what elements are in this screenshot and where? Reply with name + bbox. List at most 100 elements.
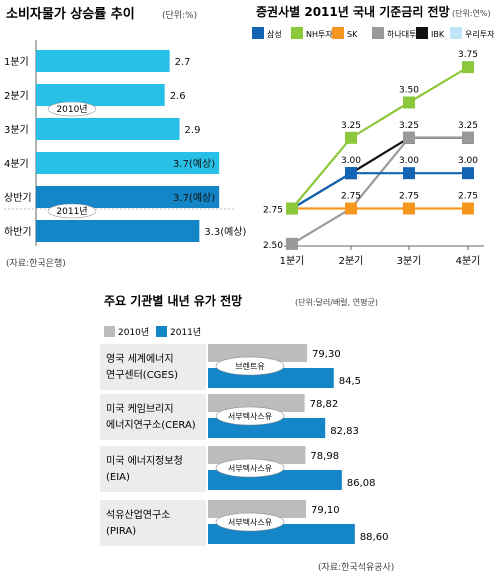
- cpi-bar: [36, 152, 220, 174]
- cpi-value-label: 3.3(예상): [204, 226, 246, 238]
- rate-value-label: 3.50: [399, 85, 419, 95]
- rate-value-label: 2.50: [263, 241, 283, 251]
- rate-x-tick-label: 1분기: [280, 255, 305, 267]
- legend-swatch: [332, 27, 344, 39]
- rate-point: [403, 167, 415, 180]
- group-label-bubble: [47, 101, 97, 117]
- rate-point: [462, 167, 474, 180]
- oil-price-chart: 주요 기관별 내년 유가 전망 (단위:달러/배럴, 연평균) 2010년 201…: [100, 293, 394, 573]
- legend-label: 삼성: [267, 29, 282, 39]
- cpi-bar: [36, 186, 220, 208]
- rate-point: [286, 237, 298, 250]
- cpi-chart-source: (자료:한국은행): [6, 257, 66, 269]
- cpi-chart: 소비자물가 상승률 추이 (단위:%) 1분기 2.7 2분기 2.6 3분기 2.9 4분…: [4, 6, 247, 269]
- cpi-bar: [36, 84, 165, 106]
- legend-label: NH투자: [306, 30, 333, 39]
- institution-name: (EIA): [106, 472, 130, 483]
- institution-name: 미국 케임브리지: [106, 402, 174, 415]
- cpi-bar: [36, 118, 180, 140]
- rate-point: [462, 131, 474, 144]
- legend-swatch: [291, 27, 303, 39]
- oil-type-bubble: [215, 406, 285, 426]
- oil-value-label: 84,5: [339, 376, 361, 387]
- rate-value-label: 3.25: [458, 121, 478, 131]
- oil-bar-2010: [208, 446, 306, 464]
- oil-chart-source: (자료:한국석유공사): [318, 562, 394, 573]
- cpi-category-label: 상반기: [4, 192, 32, 204]
- rate-chart-title: 증권사별 2011년 국내 기준금리 전망: [256, 4, 450, 19]
- cpi-bar: [36, 50, 170, 72]
- rate-value-label: 3.25: [399, 121, 419, 131]
- cpi-value-label: 3.7(예상): [173, 158, 215, 170]
- cpi-chart-unit: (단위:%): [162, 10, 197, 21]
- rate-value-label: 2.75: [263, 206, 283, 216]
- cpi-category-label: 하반기: [4, 225, 32, 238]
- rate-value-label: 3.00: [458, 156, 478, 166]
- rate-series-line: [291, 66, 469, 210]
- institution-name: 석유산업연구소: [106, 508, 170, 521]
- institution-box: [100, 394, 206, 440]
- cpi-category-label: 4분기: [4, 158, 29, 170]
- legend-label: 하나대투: [387, 29, 416, 39]
- cpi-category-label: 1분기: [4, 56, 29, 68]
- rate-point: [403, 202, 415, 215]
- rate-value-label: 3.00: [399, 156, 419, 166]
- oil-bar-2010: [208, 500, 307, 518]
- legend-swatch: [156, 326, 167, 337]
- legend-swatch: [372, 27, 384, 39]
- rate-point: [345, 131, 357, 144]
- oil-value-label: 88,60: [360, 532, 389, 543]
- rate-point: [345, 202, 357, 215]
- cpi-bar: [36, 220, 200, 242]
- oil-value-label: 82,83: [330, 426, 359, 437]
- rate-x-tick-label: 3분기: [397, 255, 422, 267]
- oil-bar-2010: [208, 394, 305, 412]
- oil-type-bubble: [215, 356, 285, 376]
- institution-name: 미국 에너지정보청: [106, 455, 183, 467]
- oil-type-label: 서부텍사스유: [228, 463, 272, 473]
- rate-point: [462, 202, 474, 215]
- rate-value-label: 2.75: [458, 192, 478, 202]
- cpi-value-label: 3.7(예상): [173, 192, 215, 204]
- legend-swatch: [450, 27, 462, 39]
- interest-rate-chart: 증권사별 2011년 국내 기준금리 전망 (단위:연%) 삼성 NH투자 SK 하나…: [252, 4, 495, 267]
- rate-point: [345, 167, 357, 180]
- cpi-group-label: 2010년: [56, 104, 87, 115]
- rate-value-label: 2.75: [399, 192, 419, 202]
- oil-value-label: 78,82: [310, 399, 339, 410]
- rate-value-label: 3.75: [458, 50, 478, 60]
- oil-chart-title: 주요 기관별 내년 유가 전망: [104, 293, 242, 308]
- institution-box: [100, 500, 206, 546]
- rate-point: [462, 61, 474, 74]
- oil-bar-2010: [208, 344, 308, 362]
- legend-label: IBK: [431, 30, 445, 39]
- legend-label: 2010년: [118, 327, 149, 338]
- rate-x-tick-label: 2분기: [339, 255, 364, 267]
- rate-point: [403, 96, 415, 109]
- oil-value-label: 78,98: [310, 451, 339, 462]
- cpi-value-label: 2.6: [170, 91, 186, 102]
- oil-type-bubble: [215, 512, 285, 532]
- legend-swatch: [252, 27, 264, 39]
- cpi-value-label: 2.9: [185, 125, 201, 136]
- oil-value-label: 86,08: [347, 478, 376, 489]
- legend-label: 우리투자: [465, 30, 495, 39]
- institution-name: 에너지연구소(CERA): [106, 419, 196, 431]
- rate-x-tick-label: 4분기: [456, 255, 481, 267]
- cpi-category-label: 2분기: [4, 90, 29, 102]
- rate-value-label: 3.00: [341, 156, 361, 166]
- group-label-bubble: [47, 203, 97, 219]
- institution-name: 영국 세계에너지: [106, 353, 174, 365]
- rate-series-line: [291, 172, 468, 210]
- oil-chart-unit: (단위:달러/배럴, 연평균): [295, 297, 378, 307]
- oil-type-label: 서부텍사스유: [228, 411, 272, 421]
- institution-box: [100, 446, 206, 492]
- oil-type-bubble: [215, 458, 285, 478]
- oil-value-label: 79,10: [311, 505, 340, 516]
- rate-value-label: 3.25: [341, 121, 361, 131]
- rate-value-label: 2.75: [341, 192, 361, 202]
- cpi-group-label: 2011년: [56, 206, 87, 217]
- rate-series-line: [291, 136, 468, 245]
- legend-swatch: [416, 27, 428, 39]
- institution-name: (PIRA): [106, 526, 136, 537]
